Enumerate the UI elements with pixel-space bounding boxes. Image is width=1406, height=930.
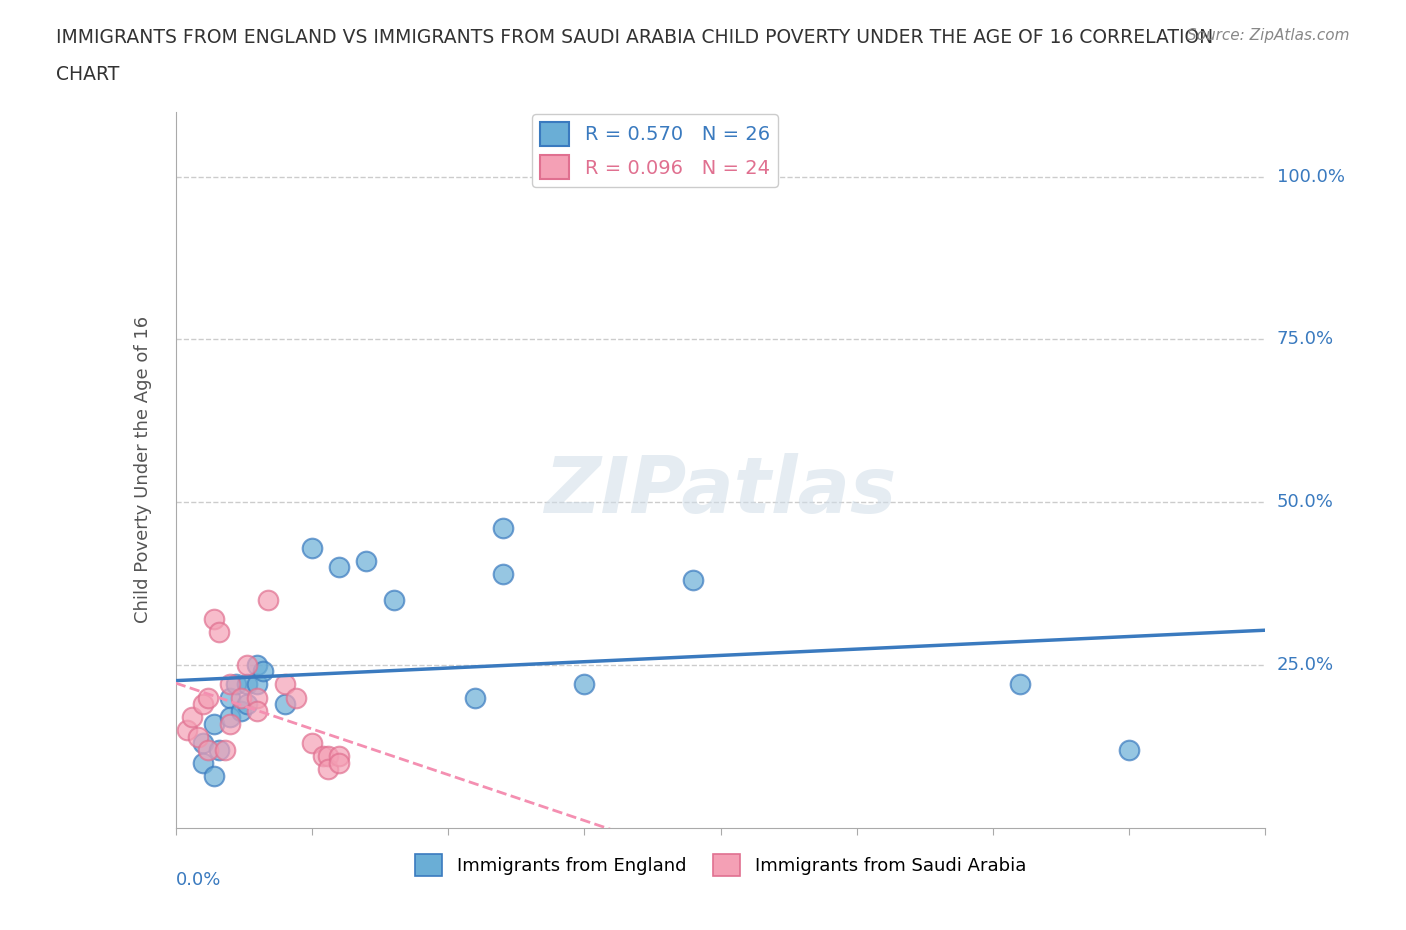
Point [202, 612, 225, 627]
Point [257, 592, 280, 607]
Point [225, 677, 247, 692]
Point [328, 755, 350, 770]
Point [214, 742, 236, 757]
Text: IMMIGRANTS FROM ENGLAND VS IMMIGRANTS FROM SAUDI ARABIA CHILD POVERTY UNDER THE : IMMIGRANTS FROM ENGLAND VS IMMIGRANTS FR… [56, 28, 1213, 46]
Point [219, 677, 242, 692]
Text: CHART: CHART [56, 65, 120, 84]
Point [356, 553, 378, 568]
Point [235, 697, 257, 711]
Point [246, 690, 269, 705]
Point [197, 742, 219, 757]
Point [574, 677, 596, 692]
Legend: Immigrants from England, Immigrants from Saudi Arabia: Immigrants from England, Immigrants from… [408, 846, 1033, 884]
Point [274, 697, 297, 711]
Point [219, 690, 242, 705]
Point [464, 690, 486, 705]
Text: 25.0%: 25.0% [1277, 656, 1334, 674]
Point [1010, 677, 1032, 692]
Point [191, 755, 214, 770]
Point [246, 703, 269, 718]
Text: 50.0%: 50.0% [1277, 493, 1333, 512]
Text: 100.0%: 100.0% [1277, 167, 1344, 186]
Point [208, 625, 231, 640]
Point [186, 729, 209, 744]
Point [382, 592, 405, 607]
Point [202, 768, 225, 783]
Text: Source: ZipAtlas.com: Source: ZipAtlas.com [1187, 28, 1350, 43]
Point [318, 749, 340, 764]
Point [312, 749, 335, 764]
Point [246, 658, 269, 672]
Point [318, 762, 340, 777]
Point [246, 677, 269, 692]
Point [301, 540, 323, 555]
Point [202, 716, 225, 731]
Point [301, 736, 323, 751]
Point [219, 710, 242, 724]
Point [274, 677, 297, 692]
Point [235, 677, 257, 692]
Point [231, 690, 253, 705]
Point [328, 749, 350, 764]
Point [219, 716, 242, 731]
Point [252, 664, 274, 679]
Point [181, 710, 204, 724]
Text: 0.0%: 0.0% [176, 870, 221, 889]
Point [197, 690, 219, 705]
Y-axis label: Child Poverty Under the Age of 16: Child Poverty Under the Age of 16 [134, 316, 152, 623]
Point [492, 521, 515, 536]
Text: ZIPatlas: ZIPatlas [544, 453, 897, 529]
Text: 75.0%: 75.0% [1277, 330, 1334, 349]
Point [208, 742, 231, 757]
Point [1118, 742, 1140, 757]
Point [284, 690, 307, 705]
Point [235, 658, 257, 672]
Point [231, 703, 253, 718]
Point [328, 560, 350, 575]
Point [191, 697, 214, 711]
Point [492, 566, 515, 581]
Point [682, 573, 704, 588]
Point [176, 723, 198, 737]
Point [191, 736, 214, 751]
